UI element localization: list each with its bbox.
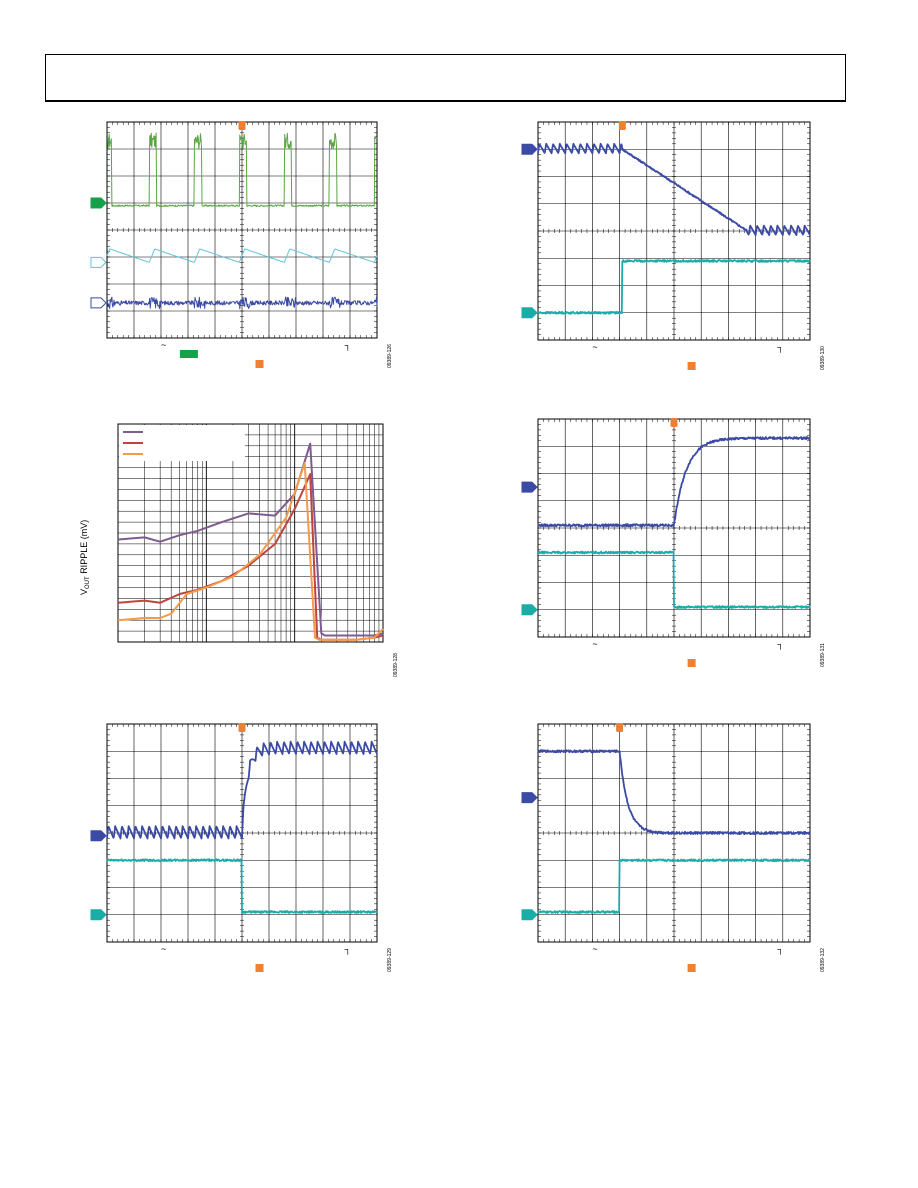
page-header-box bbox=[45, 54, 846, 102]
trigger-position-icon bbox=[670, 418, 678, 427]
trigger-edge-glyph: ┐ bbox=[777, 944, 783, 955]
scope-plot-fig126: ~ ┐ 09389-126 bbox=[90, 121, 393, 368]
scope-plot-fig129: ~ ┐ 09389-129 bbox=[90, 723, 393, 972]
channel-indicator-icon bbox=[179, 350, 198, 358]
time-scale-glyph: ~ bbox=[161, 944, 166, 954]
trigger-edge-glyph: ┐ bbox=[345, 340, 351, 351]
time-scale-glyph: ~ bbox=[592, 944, 597, 954]
series-trace-2 bbox=[537, 259, 811, 315]
channel-marker-icon bbox=[521, 143, 538, 155]
trigger-source-icon bbox=[255, 360, 264, 368]
channel-marker-icon bbox=[521, 604, 538, 616]
series-trace-2 bbox=[106, 858, 378, 914]
channel-marker-icon bbox=[521, 909, 538, 921]
channel-marker-icon bbox=[90, 909, 107, 921]
channel-marker-icon bbox=[521, 481, 538, 493]
ripple-chart-fig128: VOUT RIPPLE (mV) 09389-128 bbox=[79, 423, 399, 677]
figure-id: 09389-128 bbox=[393, 653, 399, 677]
trigger-source-icon bbox=[687, 362, 696, 370]
trigger-edge-glyph: ┐ bbox=[777, 342, 783, 353]
trigger-source-icon bbox=[255, 964, 264, 972]
channel-marker-icon bbox=[90, 297, 107, 309]
trigger-source-icon bbox=[687, 659, 696, 667]
trigger-position-icon bbox=[238, 723, 246, 732]
figure-id: 09389-130 bbox=[820, 346, 826, 370]
series-trace-1 bbox=[537, 749, 811, 835]
series-trace-3 bbox=[106, 296, 378, 310]
series-trace-2 bbox=[537, 858, 811, 914]
series-line-3 bbox=[117, 462, 384, 641]
figure-id: 09389-126 bbox=[387, 344, 393, 368]
figure-id: 09389-132 bbox=[820, 948, 826, 972]
trigger-edge-glyph: ┐ bbox=[777, 639, 783, 650]
figure-id: 09389-131 bbox=[820, 643, 826, 667]
y-axis-label: VOUT RIPPLE (mV) bbox=[79, 520, 91, 595]
scope-plot-fig131: ~ ┐ 09389-131 bbox=[521, 418, 826, 667]
trigger-position-icon bbox=[238, 121, 246, 130]
trigger-position-icon bbox=[618, 121, 626, 130]
series-trace-1 bbox=[106, 132, 378, 207]
channel-marker-icon bbox=[90, 256, 107, 268]
series-trace-2 bbox=[537, 550, 811, 609]
trigger-source-icon bbox=[687, 964, 696, 972]
channel-marker-icon bbox=[90, 830, 107, 842]
time-scale-glyph: ~ bbox=[592, 342, 597, 352]
time-scale-glyph: ~ bbox=[592, 639, 597, 649]
series-line-1 bbox=[117, 442, 384, 637]
series-trace-1 bbox=[537, 142, 811, 236]
scope-plot-fig132: ~ ┐ 09389-132 bbox=[521, 723, 826, 972]
series-line-2 bbox=[117, 473, 384, 641]
scope-plot-fig130: ~ ┐ 09389-130 bbox=[521, 121, 826, 370]
time-scale-glyph: ~ bbox=[161, 340, 166, 350]
series-trace-1 bbox=[537, 436, 811, 528]
channel-marker-icon bbox=[521, 792, 538, 804]
trigger-edge-glyph: ┐ bbox=[345, 944, 351, 955]
series-trace-2 bbox=[106, 248, 378, 263]
channel-marker-icon bbox=[90, 197, 107, 209]
channel-marker-icon bbox=[521, 307, 538, 319]
figure-id: 09389-129 bbox=[387, 948, 393, 972]
trigger-position-icon bbox=[616, 723, 624, 732]
series-trace-1 bbox=[106, 740, 378, 840]
